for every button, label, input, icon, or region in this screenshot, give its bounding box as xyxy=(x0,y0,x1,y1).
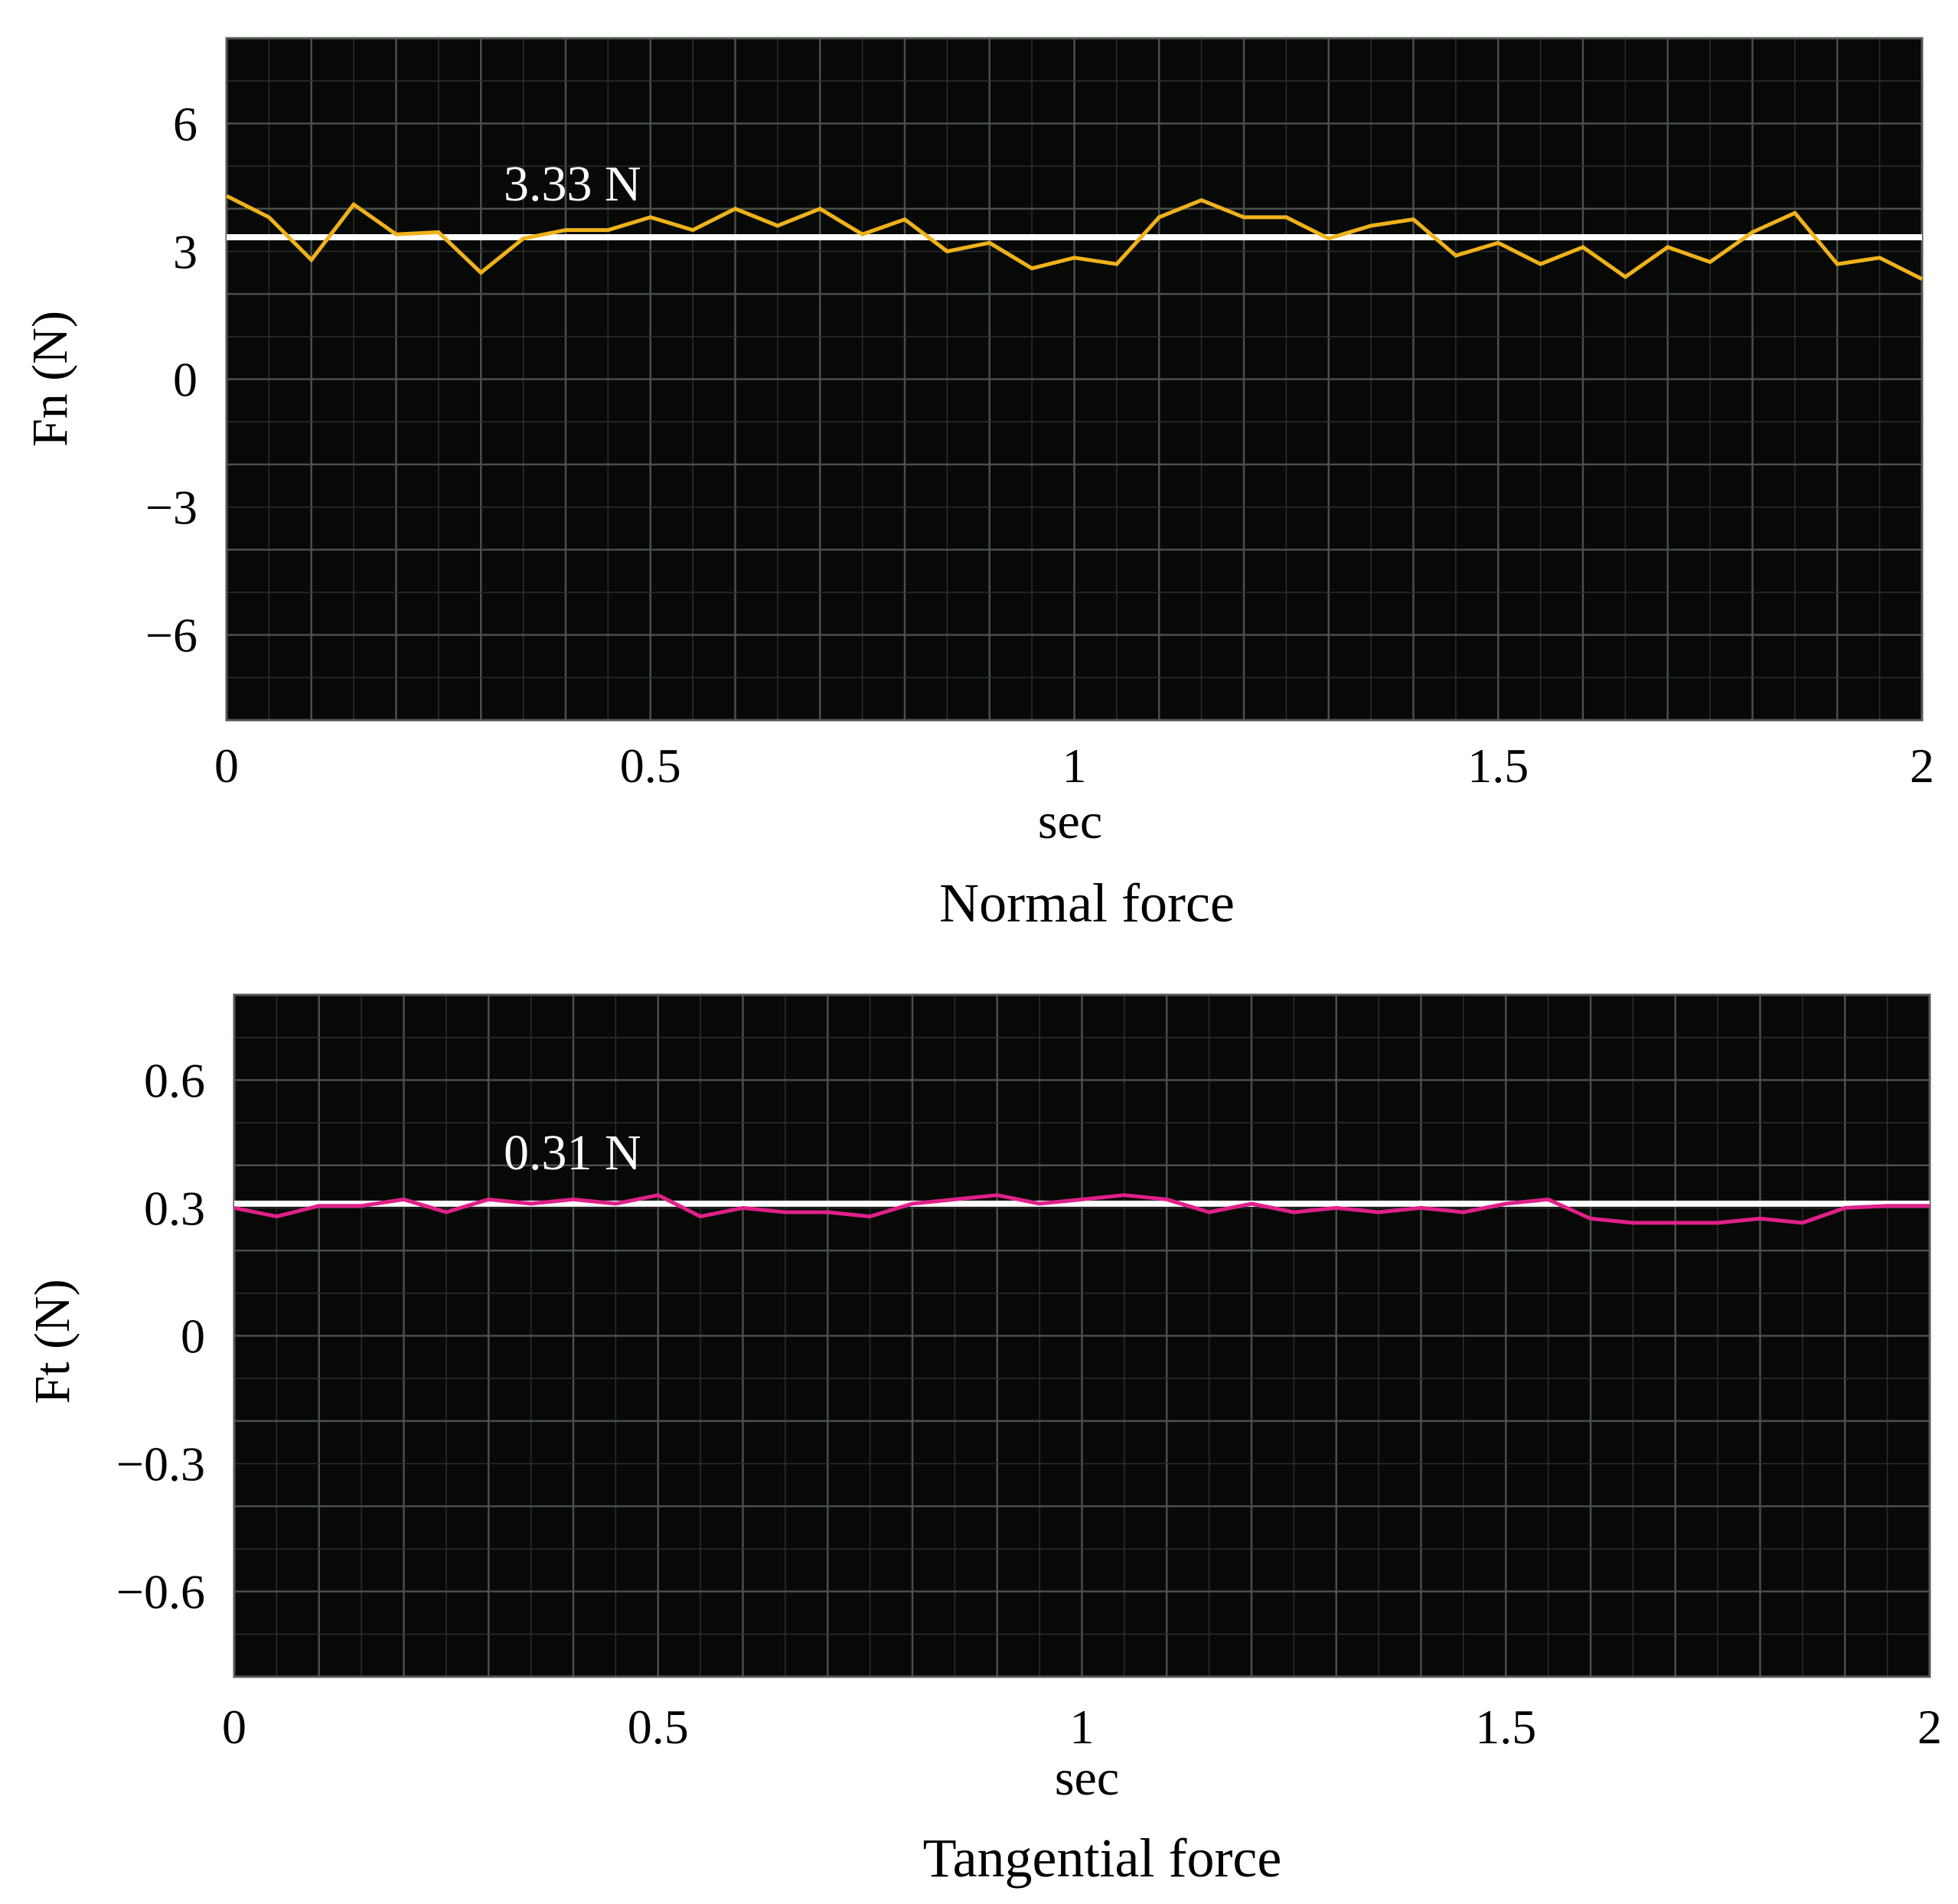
x-axis-label: sec xyxy=(1038,794,1102,849)
x-tick-label: 2 xyxy=(1910,738,1934,793)
x-tick-label: 0 xyxy=(214,738,239,793)
y-tick-label: −0.3 xyxy=(116,1437,205,1492)
y-tick-label: 6 xyxy=(173,96,197,151)
y-tick-label: −6 xyxy=(145,608,197,663)
y-tick-label: 0.3 xyxy=(144,1181,205,1235)
y-tick-labels: 6 3 0 −3 −6 xyxy=(145,96,197,662)
x-tick-labels: 0 0.5 1 1.5 2 xyxy=(214,738,1934,793)
x-tick-label: 1 xyxy=(1070,1700,1095,1754)
y-tick-labels: 0.6 0.3 0 −0.3 −0.6 xyxy=(116,1053,205,1619)
mean-label: 3.33 N xyxy=(504,156,641,212)
plot-frame xyxy=(233,993,1931,1678)
x-tick-labels: 0 0.5 1 1.5 2 xyxy=(222,1700,1942,1754)
x-tick-label: 0.5 xyxy=(620,738,681,793)
gridlines xyxy=(233,993,1931,1678)
tangential-force-chart: 0.31 N 0.60.30−0.3−0.6 0 0.5 1 1.5 2 Ft (N) … xyxy=(24,993,1942,1889)
tangential-force-series-line xyxy=(233,1193,1930,1225)
x-tick-label: 2 xyxy=(1917,1700,1942,1754)
chart-title: Tangential force xyxy=(923,1827,1282,1889)
x-tick-label: 0.5 xyxy=(628,1700,689,1754)
x-tick-label: 0 xyxy=(222,1700,246,1754)
y-axis-label: Fn (N) xyxy=(22,311,78,447)
y-tick-label: −3 xyxy=(145,481,197,535)
chart-title: Normal force xyxy=(939,872,1235,934)
y-tick-label: 0 xyxy=(181,1309,205,1364)
x-tick-label: 1.5 xyxy=(1475,1700,1536,1754)
normal-force-series-line xyxy=(225,194,1924,281)
plot-frame xyxy=(225,37,1924,722)
y-tick-label: 3 xyxy=(173,224,197,279)
gridlines xyxy=(225,37,1924,722)
mean-label: 0.31 N xyxy=(504,1125,641,1181)
normal-force-chart: 3.33 N 6 3 0 −3 −6 0 0.5 1 1.5 2 Fn (N) sec Norm… xyxy=(22,37,1934,934)
x-axis-label: sec xyxy=(1055,1750,1119,1806)
x-tick-label: 1 xyxy=(1062,738,1087,793)
y-tick-label: 0.6 xyxy=(144,1053,205,1107)
y-tick-label: −0.6 xyxy=(116,1565,205,1619)
y-tick-label: 0 xyxy=(173,353,197,407)
x-tick-label: 1.5 xyxy=(1467,738,1529,793)
y-axis-label: Ft (N) xyxy=(24,1279,80,1404)
